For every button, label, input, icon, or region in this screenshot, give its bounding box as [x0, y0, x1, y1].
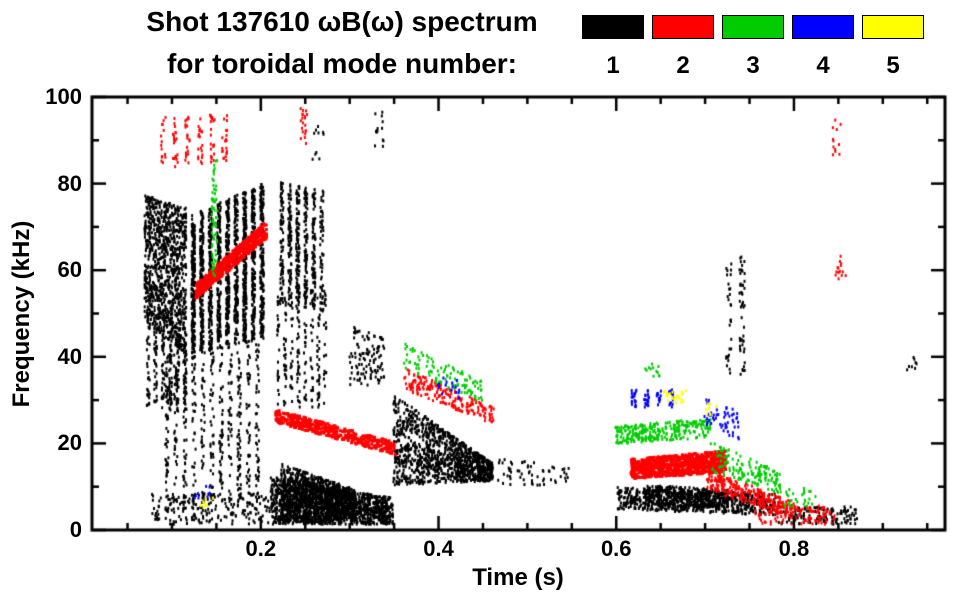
legend-swatch-n4 — [792, 15, 854, 39]
legend-swatch-n3 — [722, 15, 784, 39]
plot-title-line2: for toroidal mode number: — [167, 48, 517, 79]
x-tick-label: 0.4 — [423, 536, 454, 561]
legend-swatch-n1 — [582, 15, 644, 39]
legend-label-n2: 2 — [676, 52, 690, 79]
x-tick-label: 0.6 — [600, 536, 632, 561]
legend-swatch-n5 — [862, 15, 924, 39]
legend-swatch-n2 — [652, 15, 714, 39]
legend-label-n5: 5 — [886, 52, 900, 79]
x-tick-label: 0.8 — [778, 536, 810, 561]
y-tick-label: 40 — [57, 343, 82, 369]
y-tick-label: 20 — [57, 430, 82, 456]
y-tick-label: 0 — [69, 517, 82, 542]
x-tick-label: 0.2 — [245, 536, 277, 561]
legend-label-n1: 1 — [606, 52, 620, 79]
legend-label-n4: 4 — [816, 52, 830, 79]
y-tick-label: 80 — [57, 170, 82, 196]
y-axis-title: Frequency (kHz) — [8, 220, 35, 408]
legend-label-n3: 3 — [746, 52, 760, 79]
y-tick-label: 100 — [45, 84, 82, 109]
y-tick-label: 60 — [57, 257, 82, 283]
x-axis-title: Time (s) — [472, 564, 564, 591]
plot-title-line1: Shot 137610 ωB(ω) spectrum — [146, 6, 538, 37]
